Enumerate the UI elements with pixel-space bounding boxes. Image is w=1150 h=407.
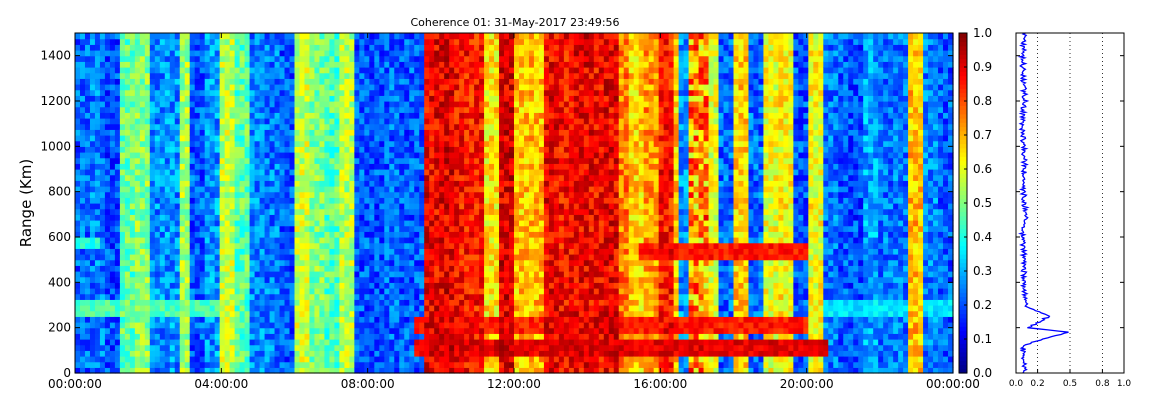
profile-frame xyxy=(1015,32,1125,374)
colorbar-tick-label: 0.3 xyxy=(973,264,992,278)
y-tick-label: 800 xyxy=(48,185,71,199)
colorbar-tick-label: 0.7 xyxy=(973,128,992,142)
colorbar-tick-label: 0.5 xyxy=(973,196,992,210)
y-tick-label: 0 xyxy=(63,366,71,380)
profile-x-tick-label: 0.5 xyxy=(1063,379,1077,389)
y-axis-label: Range (Km) xyxy=(17,159,35,247)
colorbar-tick-label: 0.8 xyxy=(973,94,992,108)
y-tick-label: 400 xyxy=(48,275,71,289)
x-tick-label: 12:00:00 xyxy=(487,377,541,391)
profile-x-tick-label: 0.8 xyxy=(1095,379,1110,389)
y-tick-label: 1000 xyxy=(40,139,71,153)
colorbar: 0.0 0.1 0.2 0.3 0.4 0.5 0.6 0.7 0.8 0.9 1.0 xyxy=(958,26,992,380)
profile-x-tick-label: 1.0 xyxy=(1117,379,1132,389)
colorbar-tick-label: 0.9 xyxy=(973,60,992,74)
colorbar-tick-label: 0.0 xyxy=(973,366,992,380)
x-tick-label: 00:00:00 xyxy=(926,377,980,391)
colorbar-tick-label: 0.6 xyxy=(973,162,992,176)
x-tick-label: 04:00:00 xyxy=(194,377,248,391)
colorbar-tick-label: 0.4 xyxy=(973,230,992,244)
heatmap-axes: 0 200 400 600 800 1000 1200 1400 00:00:00 04:00:0… xyxy=(40,32,980,391)
y-tick-label: 1200 xyxy=(40,94,71,108)
colorbar-tick-label: 0.1 xyxy=(973,332,992,346)
coherence-profile-panel: 0.0 0.2 0.5 0.8 1.0 xyxy=(1009,32,1132,389)
x-tick-label: 08:00:00 xyxy=(341,377,395,391)
profile-x-tick-label: 0.2 xyxy=(1030,379,1044,389)
heatmap xyxy=(75,33,954,374)
x-tick-label: 16:00:00 xyxy=(633,377,687,391)
x-tick-label: 20:00:00 xyxy=(780,377,834,391)
y-tick-label: 1400 xyxy=(40,49,71,63)
profile-x-tick-label: 0.0 xyxy=(1009,379,1024,389)
colorbar-tick-label: 0.2 xyxy=(973,298,992,312)
coherence-profile-line xyxy=(1017,32,1069,374)
y-tick-label: 600 xyxy=(48,230,71,244)
x-tick-label: 00:00:00 xyxy=(48,377,102,391)
chart-title: Coherence 01: 31-May-2017 23:49:56 xyxy=(410,16,619,29)
y-tick-label: 200 xyxy=(48,321,71,335)
colorbar-tick-label: 1.0 xyxy=(973,26,992,40)
